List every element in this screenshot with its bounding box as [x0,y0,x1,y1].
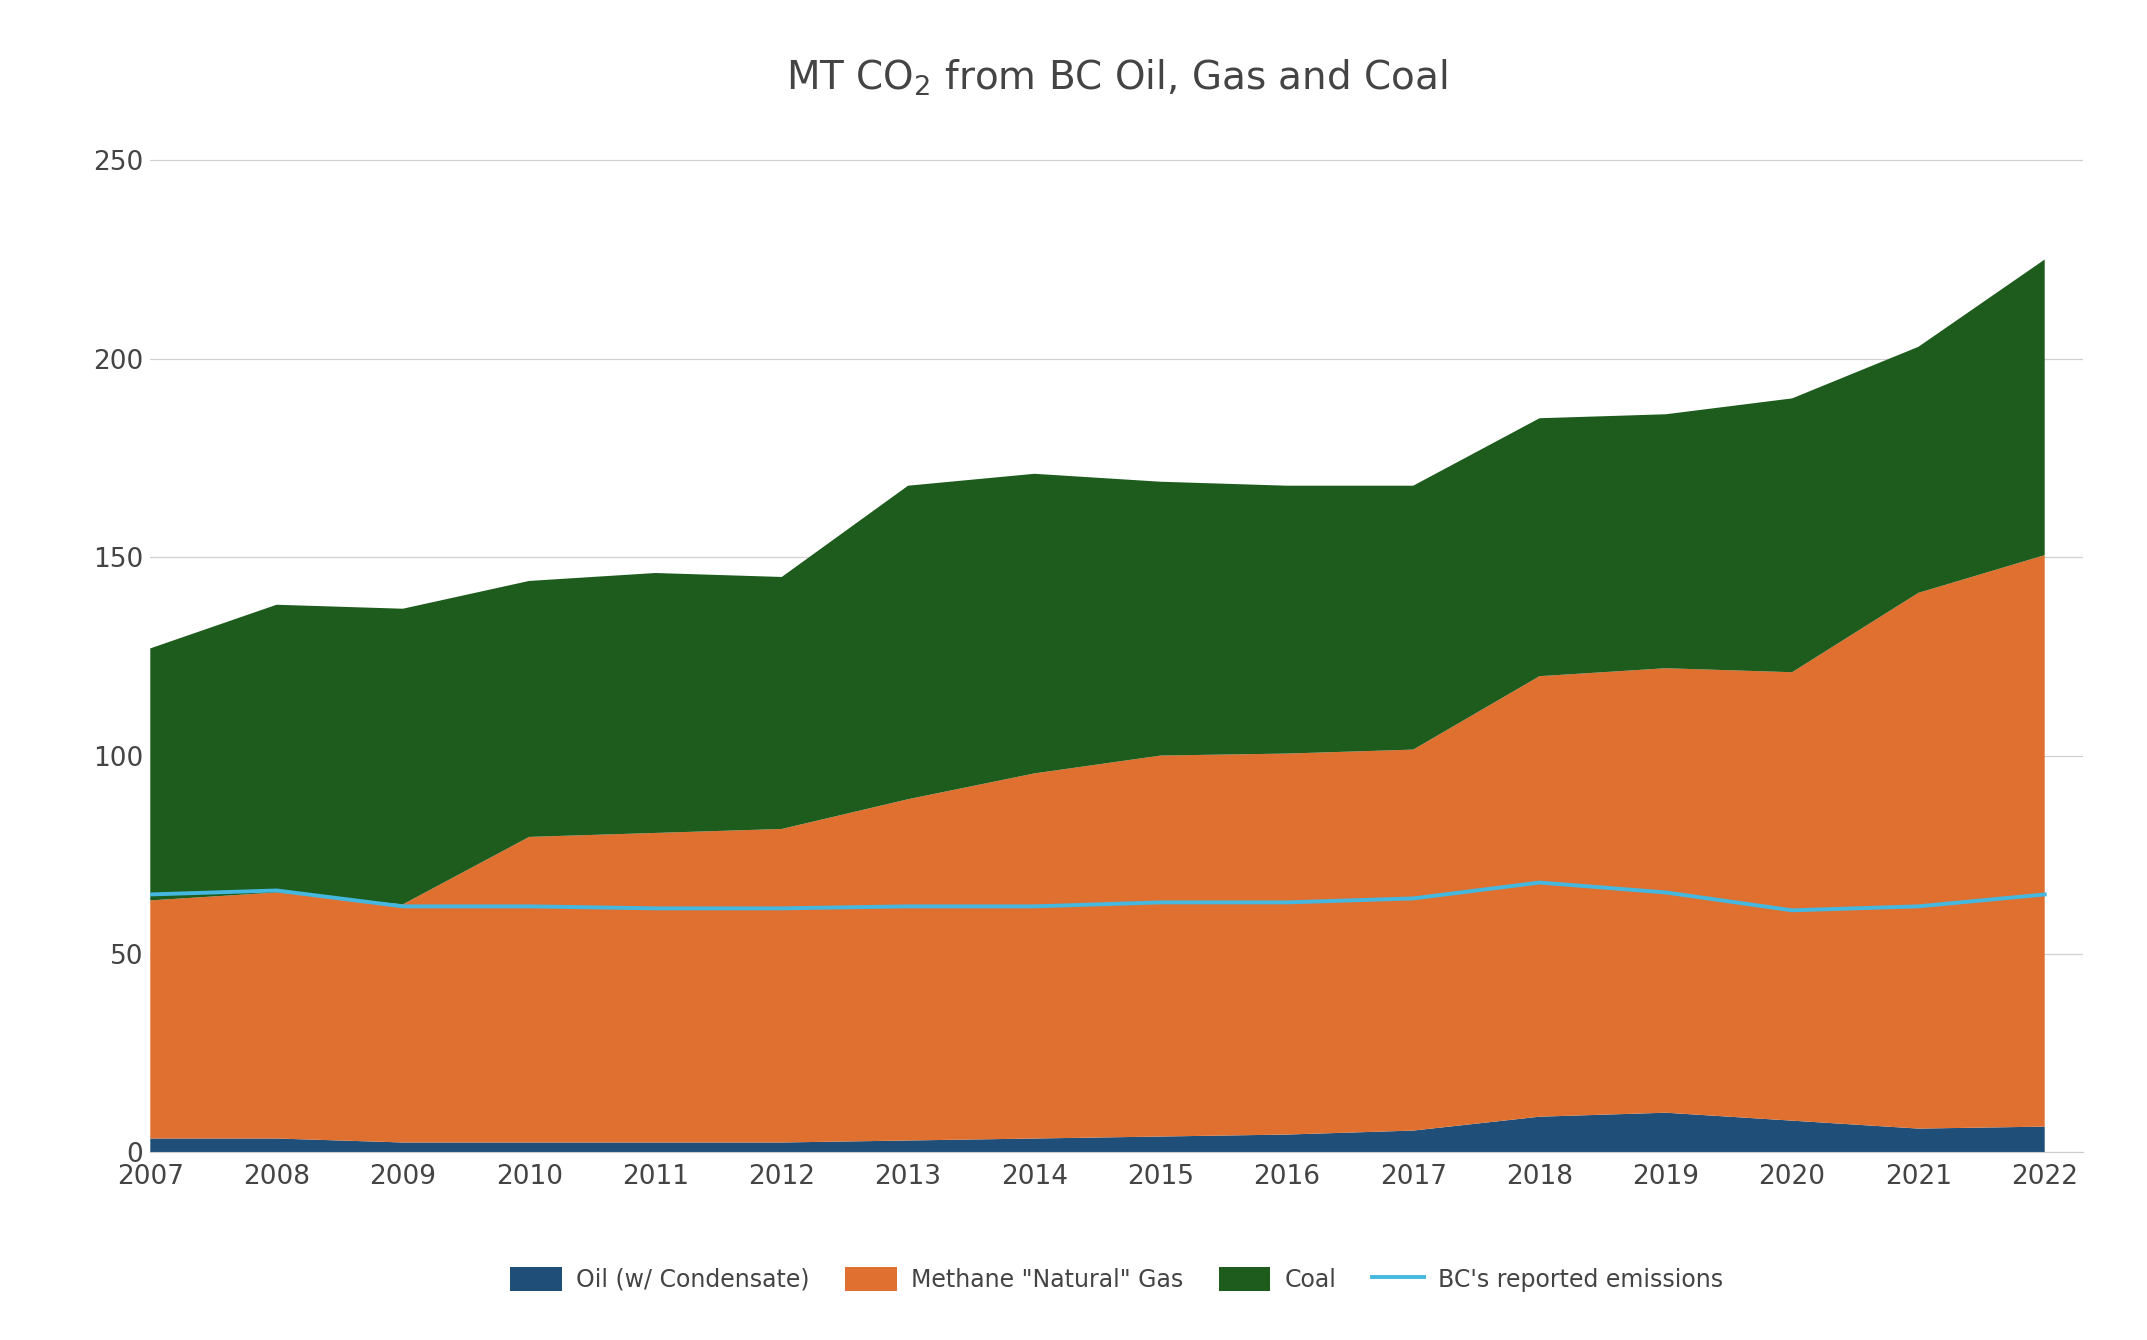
BC's reported emissions [1780,902,1806,918]
Line: BC's reported emissions: BC's reported emissions [150,883,2044,910]
BC's reported emissions [1907,898,1932,914]
BC's reported emissions [1022,898,1048,914]
BC's reported emissions [642,900,668,917]
BC's reported emissions [895,898,921,914]
BC's reported emissions [1653,884,1679,900]
BC's reported emissions [515,898,541,914]
BC's reported emissions [137,887,163,903]
BC's reported emissions [769,900,794,917]
BC's reported emissions [1149,894,1174,910]
Title: MT CO$_2$ from BC Oil, Gas and Coal: MT CO$_2$ from BC Oil, Gas and Coal [786,58,1447,98]
BC's reported emissions [264,883,290,899]
BC's reported emissions [1273,894,1299,910]
BC's reported emissions [391,898,417,914]
BC's reported emissions [1400,890,1426,906]
BC's reported emissions [2031,887,2057,903]
Legend: Oil (w/ Condensate), Methane "Natural" Gas, Coal, BC's reported emissions: Oil (w/ Condensate), Methane "Natural" G… [500,1257,1733,1301]
BC's reported emissions [1527,875,1552,891]
